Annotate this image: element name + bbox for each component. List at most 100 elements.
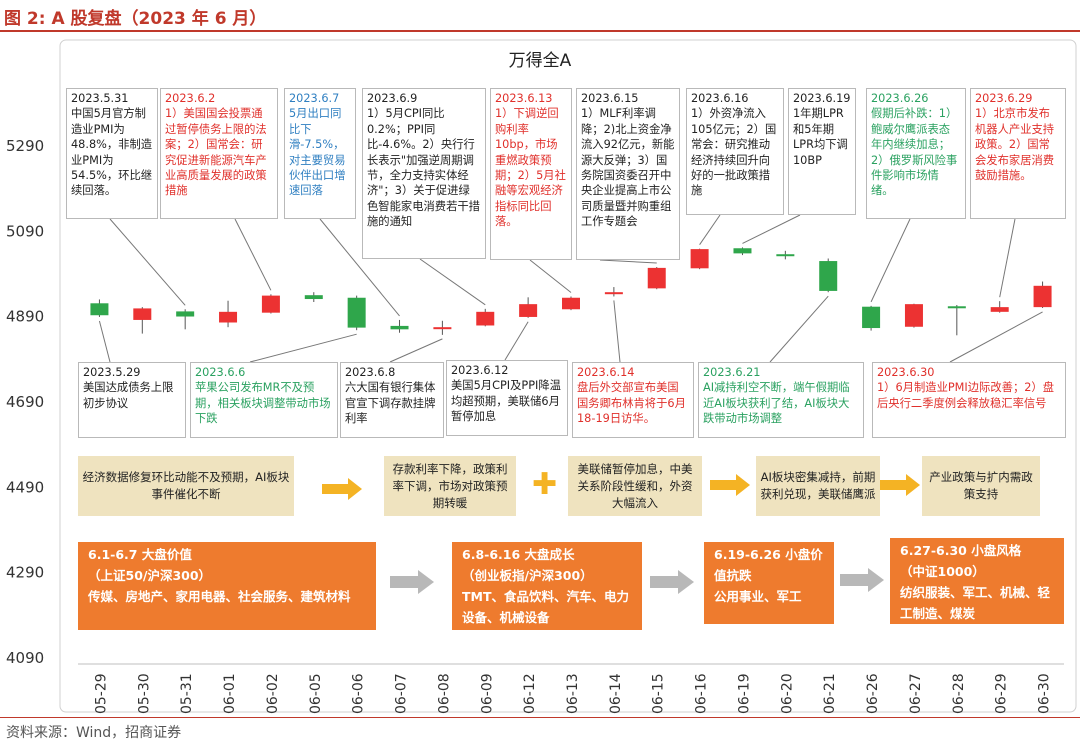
note-bottom-0630: 2023.6.30 1）6月制造业PMI边际改善；2）盘后央行二季度例会释放稳汇… — [872, 362, 1066, 438]
candle-body — [990, 307, 1009, 312]
candle-body — [433, 327, 452, 330]
candle-body — [733, 248, 752, 254]
style-box-3: 6.19-6.26 小盘价值抗跌 公用事业、军工 — [704, 542, 834, 624]
note-bottom-0529: 2023.5.29 美国达成债务上限初步协议 — [78, 362, 186, 438]
style-box-1: 6.1-6.7 大盘价值 （上证50/沪深300） 传媒、房地产、家用电器、社会… — [78, 542, 376, 630]
leader-line — [109, 218, 186, 306]
note-top-0609: 2023.6.9 1）5月CPI同比0.2%；PPI同比-4.6%。2）央行行长… — [362, 88, 486, 259]
leader-line — [999, 218, 1016, 298]
leader-line — [742, 214, 801, 244]
x-tick-label: 05-30 — [136, 673, 152, 714]
leader-line — [419, 258, 486, 306]
x-tick-label: 06-08 — [436, 673, 452, 714]
x-tick-label: 05-29 — [93, 673, 109, 714]
bottom-rule — [0, 717, 1080, 718]
leader-line — [949, 311, 1043, 363]
candle-body — [304, 295, 323, 300]
note-top-0626: 2023.6.26 假期后补跌：1）鲍威尔鹰派表态年内继续加息；2）俄罗斯风险事… — [866, 88, 966, 219]
x-tick-label: 06-21 — [822, 673, 838, 714]
x-tick-label: 06-13 — [565, 673, 581, 714]
driver-box-2: 存款利率下降，政策利率下调，市场对政策预期转暖 — [384, 456, 516, 516]
x-tick-label: 06-28 — [951, 673, 967, 714]
x-tick-label: 06-09 — [479, 673, 495, 714]
leader-line — [699, 214, 721, 245]
style-box-2: 6.8-6.16 大盘成长 （创业板指/沪深300） TMT、食品饮料、汽车、电… — [452, 542, 642, 630]
arrow-right-icon — [390, 570, 434, 594]
y-tick-label: 4890 — [6, 308, 44, 326]
x-tick-label: 06-20 — [779, 673, 795, 714]
driver-box-3: 美联储暂停加息，中美关系阶段性缓和，外资大幅流入 — [568, 456, 702, 516]
leader-line — [319, 218, 400, 317]
candle-body — [1033, 285, 1052, 308]
candle-body — [862, 306, 881, 329]
candle-body — [604, 292, 623, 295]
x-tick-label: 06-27 — [908, 673, 924, 714]
title-rule — [0, 30, 1080, 32]
note-top-0619: 2023.6.19 1年期LPR和5年期LPR均下调10BP — [788, 88, 856, 215]
x-tick-label: 06-05 — [308, 673, 324, 714]
note-top-0629: 2023.6.29 1）北京市发布机器人产业支持政策。2）国常会发布家居消费鼓励… — [970, 88, 1066, 219]
chart-title: 万得全A — [509, 51, 572, 71]
leader-line — [504, 321, 529, 361]
arrow-right-icon — [650, 570, 694, 594]
x-tick-label: 06-02 — [265, 673, 281, 714]
x-tick-label: 06-01 — [222, 673, 238, 714]
candle-body — [476, 311, 495, 326]
leader-line — [389, 338, 443, 363]
candle-body — [390, 325, 409, 330]
x-tick-label: 05-31 — [179, 673, 195, 714]
style-box-4: 6.27-6.30 小盘风格 （中证1000） 纺织服装、军工、机械、轻工制造、… — [890, 538, 1064, 624]
candle-body — [133, 308, 152, 320]
note-top-0616: 2023.6.16 1）外资净流入105亿元；2）国常会：研究推动经济持续回升向… — [686, 88, 784, 215]
source-note: 资料来源：Wind，招商证券 — [6, 725, 182, 741]
x-tick-label: 06-07 — [394, 673, 410, 714]
leader-line — [234, 218, 272, 291]
note-top-0615: 2023.6.15 1）MLF利率调降；2)北上资金净流入92亿元，新能源大反弹… — [576, 88, 680, 260]
x-tick-label: 06-19 — [736, 673, 752, 714]
candle-body — [90, 303, 109, 316]
x-tick-label: 06-16 — [694, 673, 710, 714]
x-tick-label: 06-30 — [1037, 673, 1053, 714]
leader-line — [529, 259, 572, 293]
note-bottom-0608: 2023.6.8 六大国有银行集体官宣下调存款挂牌利率 — [340, 362, 444, 438]
note-bottom-0612: 2023.6.12 美国5月CPI及PPI降温均超预期，美联储6月暂停加息 — [446, 360, 568, 436]
candle-body — [261, 295, 280, 313]
arrow-right-icon — [710, 474, 750, 496]
note-top-0613: 2023.6.13 1）下调逆回购利率10bp，市场重燃政策预期；2）5月社融等… — [490, 88, 572, 260]
candle-body — [219, 311, 238, 323]
note-bottom-0621: 2023.6.21 AI减持利空不断，端午假期临近AI板块获利了结，AI板块大跌… — [698, 362, 864, 438]
driver-box-1: 经济数据修复环比动能不及预期，AI板块事件催化不断 — [78, 456, 294, 516]
y-tick-label: 4090 — [6, 649, 44, 667]
arrow-right-icon — [880, 474, 920, 496]
candle-body — [347, 297, 366, 328]
leader-line — [98, 320, 111, 363]
y-tick-label: 4290 — [6, 564, 44, 582]
note-top-0602: 2023.6.2 1）美国国会投票通过暂停债务上限的法案；2）国常会：研究促进新… — [160, 88, 278, 219]
note-top-0531: 2023.5.31 中国5月官方制造业PMI为48.8%，非制造业PMI为54.… — [66, 88, 158, 219]
candle-body — [690, 249, 709, 269]
note-bottom-0614: 2023.6.14 盘后外交部宣布美国国务卿布林肯将于6月18-19日访华。 — [572, 362, 694, 438]
x-tick-label: 06-14 — [608, 673, 624, 714]
driver-box-5: 产业政策与扩内需政策支持 — [922, 456, 1040, 516]
candle-body — [947, 306, 966, 309]
plus-icon: ✚ — [532, 467, 558, 502]
candle-body — [519, 304, 538, 317]
candle-body — [176, 311, 195, 317]
leader-line — [613, 300, 621, 363]
x-tick-label: 06-26 — [865, 673, 881, 714]
y-tick-label: 4490 — [6, 478, 44, 496]
candle-body — [647, 267, 666, 289]
y-tick-label: 4690 — [6, 393, 44, 411]
arrow-right-icon — [322, 478, 362, 500]
x-tick-label: 06-12 — [522, 673, 538, 714]
candle-body — [819, 261, 838, 291]
note-top-0607: 2023.6.7 5月出口同比下滑-7.5%，对主要贸易伙伴出口增速回落 — [284, 88, 356, 219]
candle-body — [562, 297, 580, 310]
arrow-right-icon — [840, 568, 884, 592]
driver-box-4: AI板块密集减持，前期获利兑现，美联储鹰派 — [756, 456, 880, 516]
x-tick-label: 06-15 — [651, 673, 667, 714]
note-bottom-0606: 2023.6.6 苹果公司发布MR不及预期，相关板块调整带动市场下跌 — [190, 362, 338, 438]
y-tick-label: 5290 — [6, 137, 44, 155]
figure-title: 图 2: A 股复盘（2023 年 6 月） — [4, 9, 267, 29]
